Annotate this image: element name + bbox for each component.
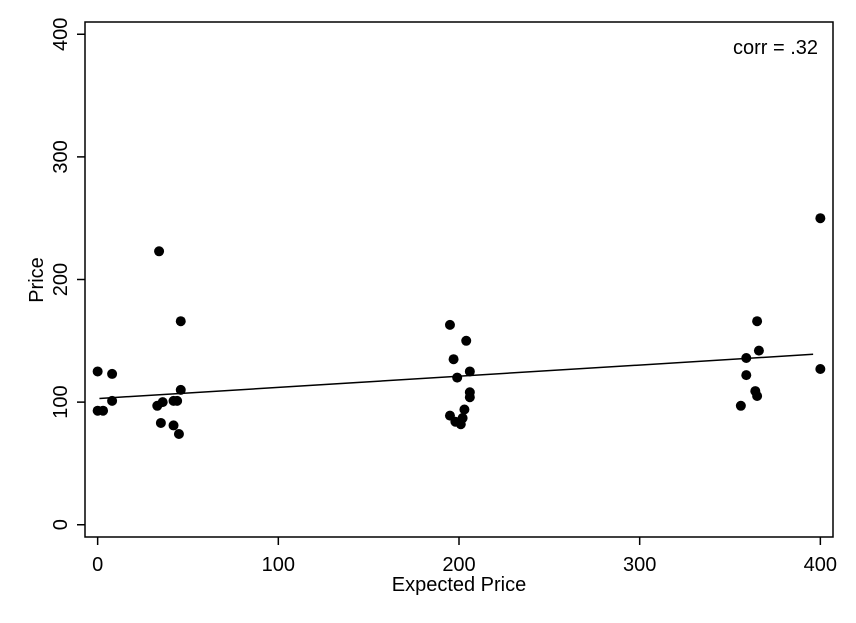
scatter-point <box>741 370 752 381</box>
scatter-point <box>175 384 186 395</box>
scatter-point <box>155 417 166 428</box>
scatter-point <box>168 420 179 431</box>
scatter-point <box>172 395 183 406</box>
plot-frame <box>84 21 834 538</box>
scatter-point <box>107 368 118 379</box>
scatter-point <box>173 429 184 439</box>
scatter-point <box>815 364 826 375</box>
y-tick-label: 200 <box>50 263 72 296</box>
scatter-point <box>452 372 463 383</box>
correlation-annotation: corr = .32 <box>733 37 818 59</box>
scatter-point <box>107 395 118 406</box>
x-tick-label: 400 <box>804 554 837 576</box>
x-axis-title: Expected Price <box>392 574 527 596</box>
y-tick-label: 300 <box>50 140 72 173</box>
scatter-point <box>464 392 475 403</box>
scatter-point <box>175 316 186 327</box>
scatter-point <box>444 319 455 330</box>
scatter-point <box>815 213 826 224</box>
y-tick-label: 0 <box>50 519 72 530</box>
x-tick-label: 300 <box>623 554 656 576</box>
x-tick-label: 200 <box>442 554 475 576</box>
scatter-point <box>752 316 763 327</box>
y-tick-label: 100 <box>50 385 72 418</box>
scatter-point <box>461 335 472 346</box>
scatter-point <box>92 366 103 377</box>
x-tick-label: 0 <box>92 554 103 576</box>
scatter-point <box>157 397 168 408</box>
scatter-point <box>753 345 764 356</box>
scatter-point <box>464 366 475 377</box>
y-tick-label: 400 <box>50 18 72 51</box>
scatter-point <box>98 405 109 416</box>
y-axis-title: Price <box>26 257 48 303</box>
scatter-point <box>741 352 752 363</box>
scatter-point <box>154 246 165 257</box>
scatter-point <box>752 390 763 401</box>
scatter-point <box>457 413 468 424</box>
scatter-point <box>735 400 746 411</box>
scatter-point <box>448 354 459 365</box>
scatter-point <box>459 404 470 415</box>
x-tick-label: 100 <box>262 554 295 576</box>
